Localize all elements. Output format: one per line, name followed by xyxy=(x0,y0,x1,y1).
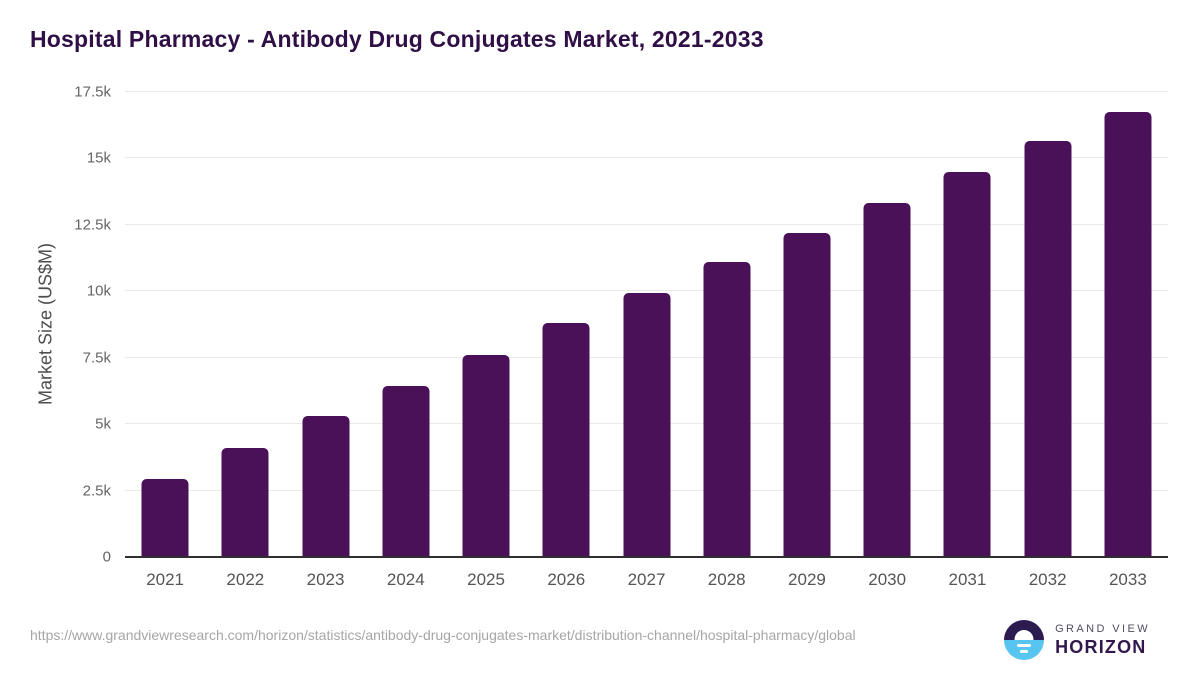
bar-2027[interactable] xyxy=(623,293,670,557)
bar-2022[interactable] xyxy=(221,447,269,557)
gridline xyxy=(125,91,1168,92)
y-tick-label: 5k xyxy=(95,415,111,433)
source-url: https://www.grandviewresearch.com/horizo… xyxy=(30,627,856,643)
bar-2024[interactable] xyxy=(382,385,430,557)
x-tick-label: 2025 xyxy=(467,570,505,589)
x-tick-label: 2021 xyxy=(146,570,185,589)
logo-reflection-line xyxy=(1017,644,1032,647)
bar-2033[interactable] xyxy=(1104,111,1152,557)
y-tick-label: 2.5k xyxy=(82,482,111,500)
bar-2030[interactable] xyxy=(863,202,911,557)
bar-2029[interactable] xyxy=(783,232,831,557)
page-title: Hospital Pharmacy - Antibody Drug Conjug… xyxy=(30,26,764,52)
horizon-sunrise-icon xyxy=(1004,620,1045,660)
x-tick-label: 2028 xyxy=(707,570,746,589)
x-tick-label: 2029 xyxy=(788,570,826,589)
bar-2026[interactable] xyxy=(542,322,590,557)
x-tick-label: 2022 xyxy=(226,570,265,589)
y-tick-label: 10k xyxy=(86,282,111,300)
logo-sun-dome xyxy=(1014,630,1034,640)
gridline xyxy=(125,157,1168,159)
bar-2023[interactable] xyxy=(302,415,350,557)
x-tick-label: 2030 xyxy=(868,570,907,589)
x-tick-label: 2026 xyxy=(547,570,586,589)
x-tick-label: 2031 xyxy=(948,570,987,589)
bar-2021[interactable] xyxy=(141,478,189,557)
y-tick-label: 15k xyxy=(86,149,111,167)
y-tick-label: 17.5k xyxy=(74,83,111,101)
bar-2031[interactable] xyxy=(943,171,991,557)
x-tick-label: 2032 xyxy=(1028,570,1067,589)
bar-2025[interactable] xyxy=(462,354,510,557)
gridline xyxy=(125,223,1168,225)
y-tick-label: 12.5k xyxy=(74,216,111,234)
y-tick-label: 7.5k xyxy=(82,349,111,367)
x-tick-label: 2027 xyxy=(627,570,666,589)
gridline xyxy=(125,290,1168,292)
grandview-horizon-logo: GRAND VIEW HORIZON xyxy=(1004,619,1150,661)
x-tick-label: 2024 xyxy=(386,570,425,589)
y-axis-title: Market Size (US$M) xyxy=(35,242,56,406)
brand-text: GRAND VIEW HORIZON xyxy=(1055,623,1150,658)
bar-chart-plot-area: 0 2.5k 5k 7.5k 10k 12.5k 15k 17.5k 2021 2022 2023 2… xyxy=(74,84,1168,589)
bar-2032[interactable] xyxy=(1024,140,1072,557)
x-tick-label: 2023 xyxy=(306,570,345,589)
logo-reflection-line xyxy=(1020,650,1029,653)
x-tick-label: 2033 xyxy=(1108,570,1147,589)
brand-name-bottom: HORIZON xyxy=(1055,636,1147,657)
brand-name-top: GRAND VIEW xyxy=(1055,622,1150,635)
bar-2028[interactable] xyxy=(703,262,751,557)
y-tick-label: 0 xyxy=(102,548,111,566)
x-axis-line xyxy=(125,556,1168,558)
